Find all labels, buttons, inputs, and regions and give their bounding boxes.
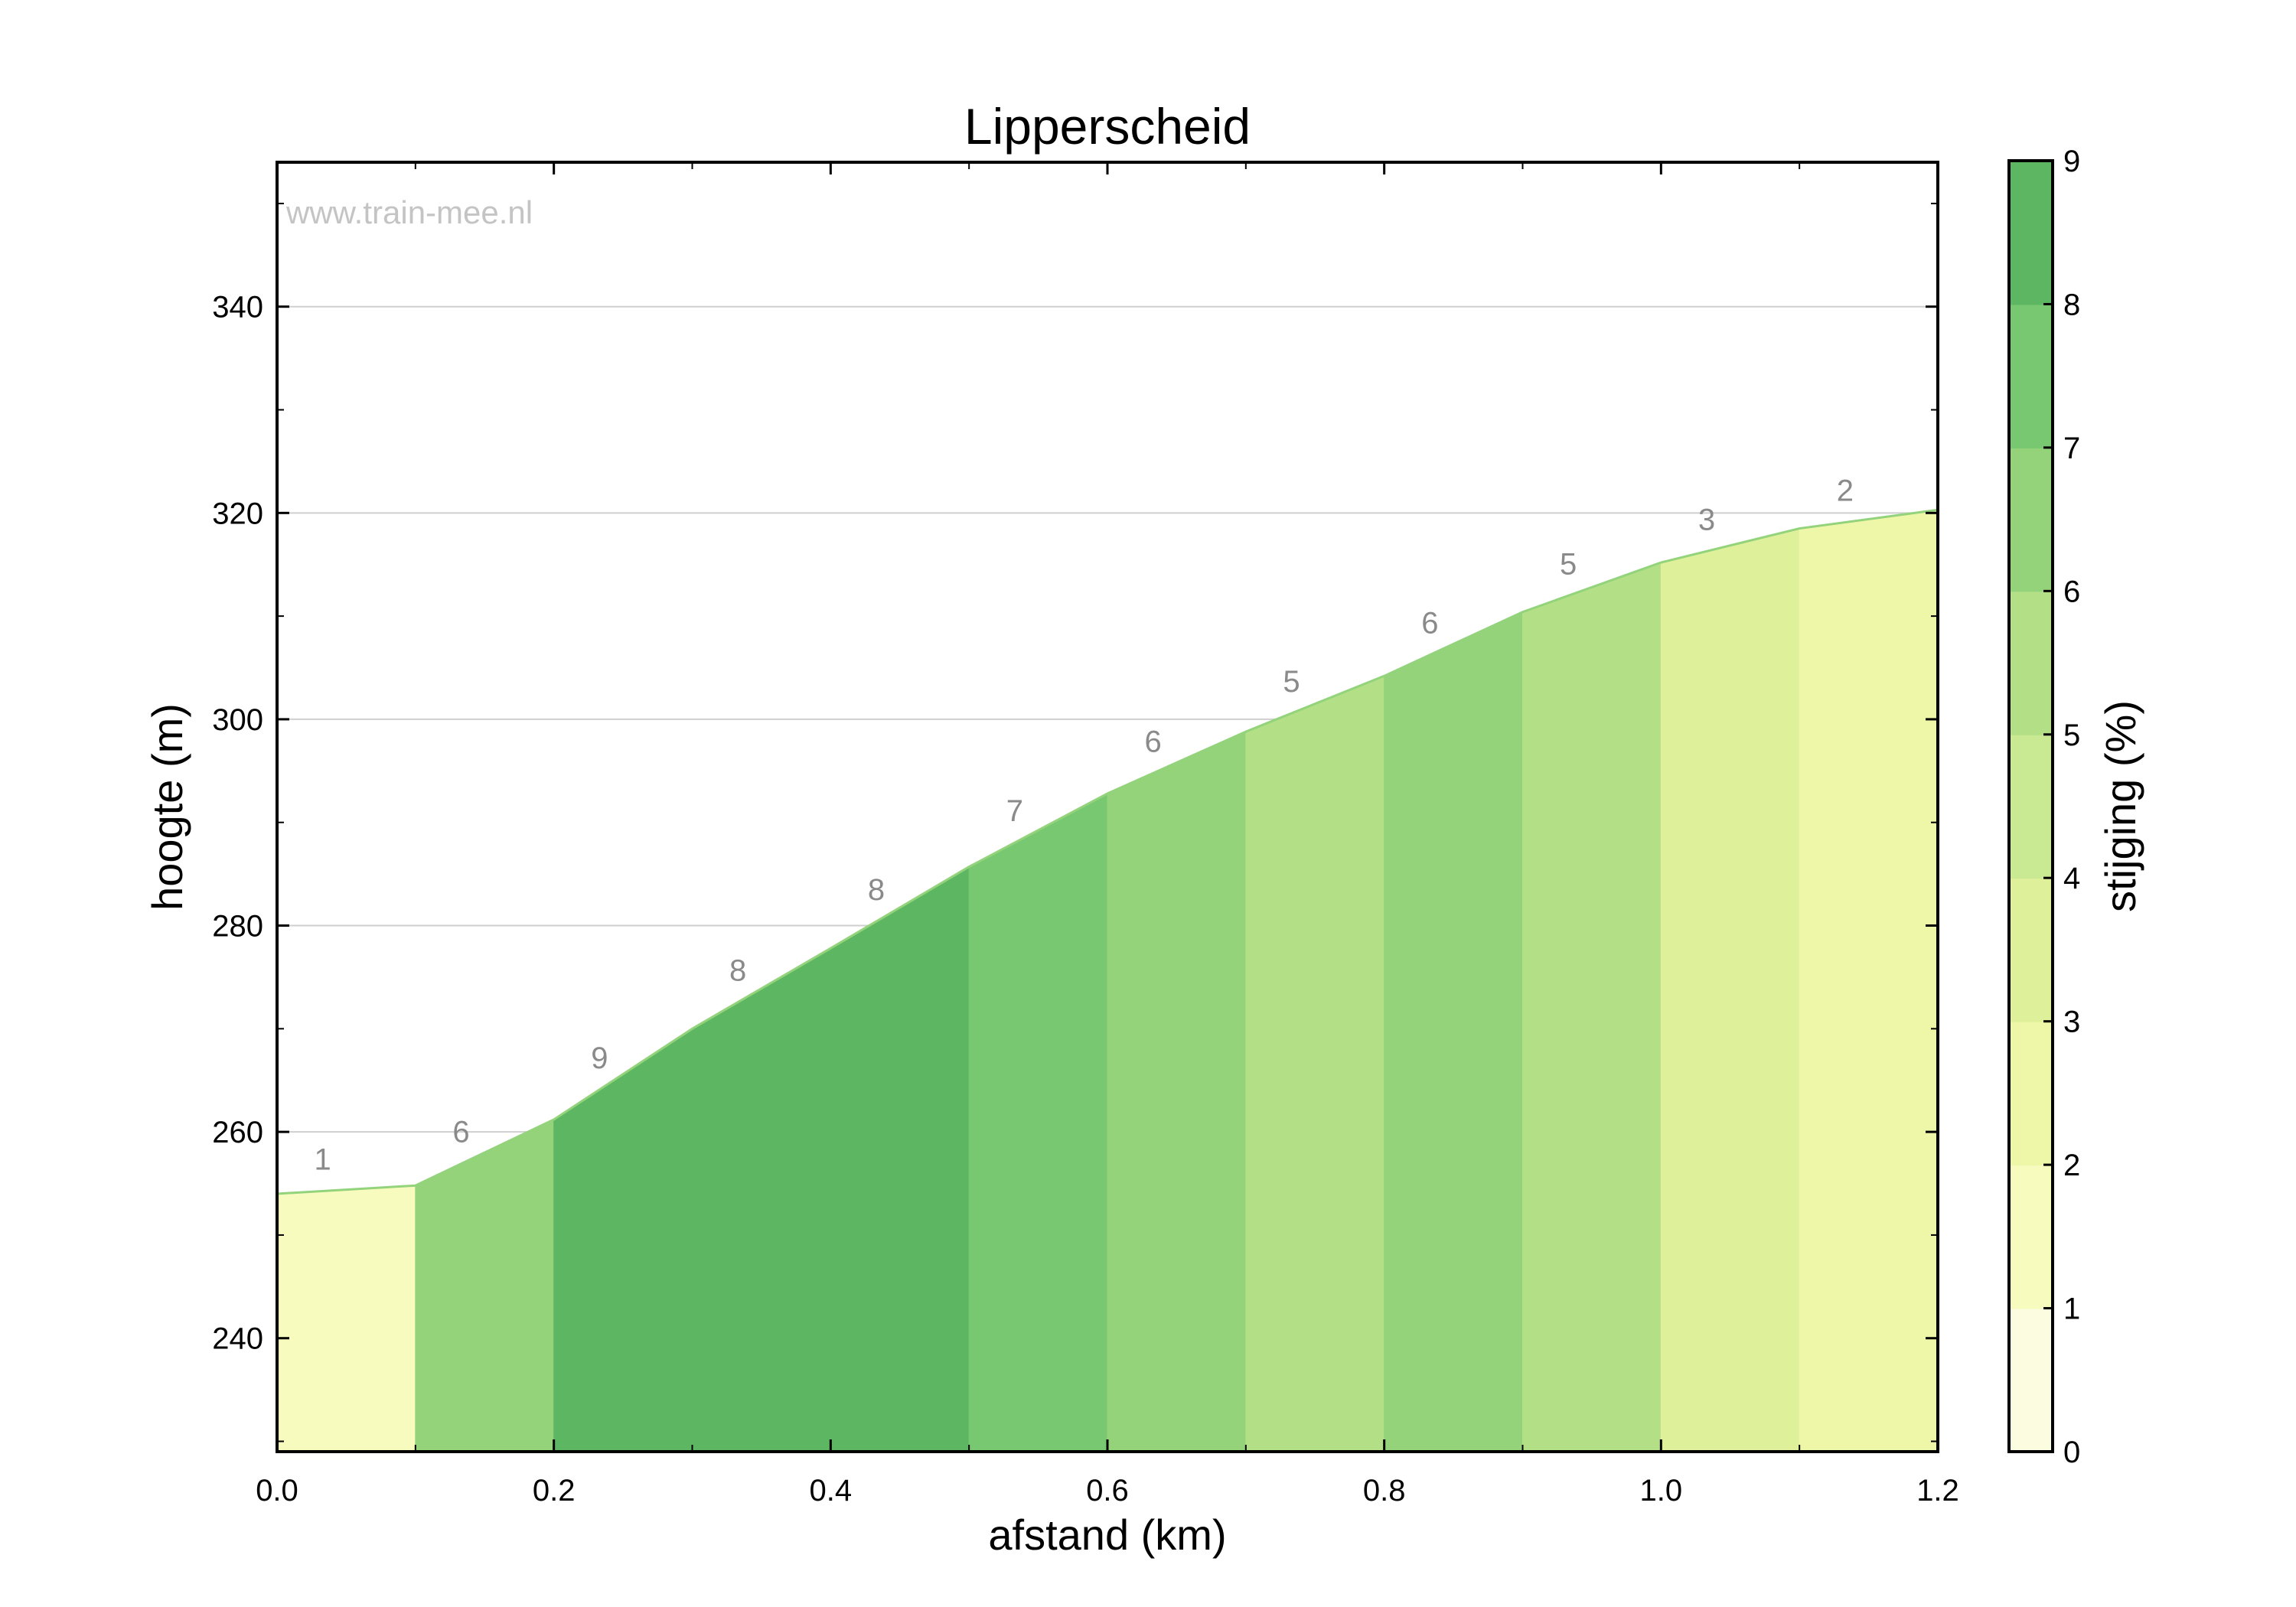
y-tick-label: 260 xyxy=(212,1116,263,1149)
y-tick-label: 320 xyxy=(212,497,263,530)
colorbar-band xyxy=(2009,734,2053,879)
colorbar-tick-label: 1 xyxy=(2063,1292,2080,1326)
grade-label: 6 xyxy=(1421,607,1438,641)
profile-segment xyxy=(1384,611,1523,1452)
profile-segments xyxy=(276,509,1939,1452)
profile-segment xyxy=(1522,562,1662,1452)
grade-label: 9 xyxy=(591,1041,608,1075)
grade-labels: 1 6 9 8 8 7 6 5 6 5 3 2 xyxy=(315,474,1854,1177)
grade-label: 1 xyxy=(315,1143,331,1176)
colorbar-band xyxy=(2009,591,2053,735)
colorbar-band xyxy=(2009,1021,2053,1166)
colorbar-tick-label: 0 xyxy=(2063,1436,2080,1469)
grade-label: 3 xyxy=(1698,503,1715,536)
colorbar-title: stijging (%) xyxy=(2096,700,2144,912)
grade-label: 5 xyxy=(1283,665,1300,699)
colorbar-border xyxy=(2007,159,2054,1453)
grade-label: 6 xyxy=(1145,725,1162,758)
colorbar-tick-label: 9 xyxy=(2063,145,2080,178)
y-tick-label: 240 xyxy=(212,1322,263,1356)
x-axis: 0.0 0.2 0.4 0.6 0.8 1.0 1.2 xyxy=(256,162,1959,1508)
colorbar: 0 1 2 3 4 5 6 7 8 9 xyxy=(2007,145,2080,1469)
x-tick-label: 0.2 xyxy=(533,1474,576,1508)
profile-segment xyxy=(276,1185,416,1452)
x-tick-label: 0.8 xyxy=(1363,1474,1406,1508)
grade-label: 5 xyxy=(1560,547,1577,581)
profile-line xyxy=(276,508,1939,1195)
x-tick-label: 1.0 xyxy=(1640,1474,1683,1508)
x-tick-label: 1.2 xyxy=(1916,1474,1959,1508)
colorbar-tick-label: 8 xyxy=(2063,288,2080,321)
colorbar-band xyxy=(2009,447,2053,592)
grade-label: 2 xyxy=(1837,474,1854,508)
y-tick-label: 280 xyxy=(212,910,263,944)
grade-label: 8 xyxy=(729,954,746,988)
colorbar-tick-label: 5 xyxy=(2063,719,2080,752)
colorbar-tick-label: 3 xyxy=(2063,1006,2080,1039)
colorbar-tick-label: 6 xyxy=(2063,575,2080,608)
profile-line-group xyxy=(276,508,1939,1195)
profile-segment xyxy=(692,947,831,1452)
x-axis-title: afstand (km) xyxy=(988,1511,1226,1559)
profile-segment xyxy=(1799,509,1939,1452)
profile-segment xyxy=(1660,527,1800,1452)
colorbar-tick-label: 7 xyxy=(2063,432,2080,465)
profile-segment xyxy=(1245,675,1385,1452)
chart-title: Lipperscheid xyxy=(964,98,1251,155)
colorbar-band xyxy=(2009,878,2053,1022)
colorbar-tick-label: 2 xyxy=(2063,1149,2080,1182)
colorbar-band xyxy=(2009,161,2053,305)
colorbar-band xyxy=(2009,304,2053,448)
profile-segment xyxy=(830,865,970,1452)
y-axis: 240 260 280 300 320 340 xyxy=(212,202,1938,1442)
profile-segment xyxy=(968,793,1108,1452)
y-axis-title: hoogte (m) xyxy=(143,703,191,911)
colorbar-tick-label: 4 xyxy=(2063,862,2080,895)
y-tick-label: 300 xyxy=(212,703,263,737)
profile-segment xyxy=(1107,731,1247,1452)
grade-label: 8 xyxy=(868,873,885,907)
watermark-text: www.train-mee.nl xyxy=(285,194,533,230)
colorbar-band xyxy=(2009,1308,2053,1452)
colorbar-band xyxy=(2009,1165,2053,1309)
x-tick-label: 0.0 xyxy=(256,1474,298,1508)
grade-label: 7 xyxy=(1006,794,1023,828)
grade-label: 6 xyxy=(452,1116,469,1149)
y-tick-label: 340 xyxy=(212,291,263,324)
x-tick-label: 0.4 xyxy=(810,1474,853,1508)
x-tick-label: 0.6 xyxy=(1086,1474,1129,1508)
